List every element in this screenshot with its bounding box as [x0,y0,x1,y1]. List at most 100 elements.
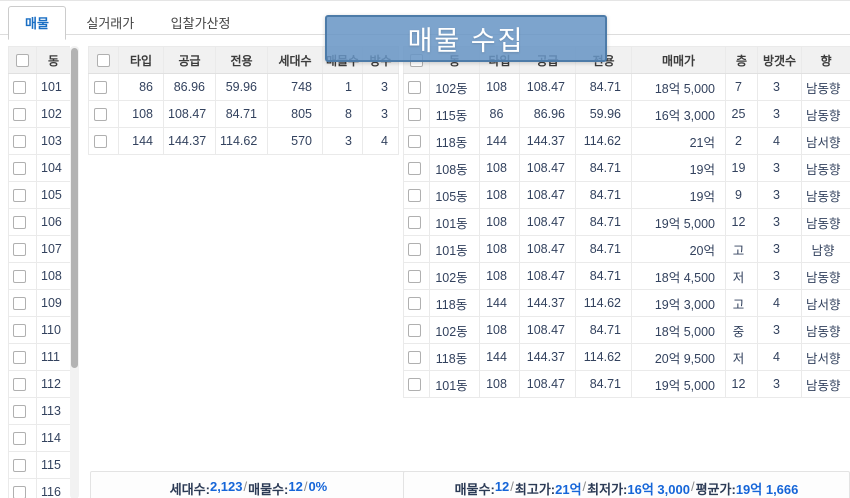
row-checkbox[interactable] [13,81,26,95]
row-checkbox-cell [8,181,37,209]
row-checkbox-cell [8,343,37,371]
table-row: 102동 108 108.47 84.71 18억 4,500 저 3 남동향 [403,262,850,290]
row-checkbox-cell [403,289,430,317]
cell-supply: 144.37 [163,127,216,155]
table-row: 116 [8,478,70,498]
cell-price: 18억 5,000 [631,73,726,101]
row-checkbox-cell [403,73,430,101]
cell-dong: 111 [36,343,70,371]
col-header-floor: 층 [725,46,758,74]
table-row: 108 108.47 84.71 805 8 3 [88,100,399,128]
table-row: 103 [8,127,70,155]
row-checkbox[interactable] [408,351,421,365]
row-checkbox[interactable] [13,405,26,419]
row-checkbox[interactable] [408,189,421,203]
row-checkbox-cell [8,370,37,398]
cell-price: 21억 [631,127,726,155]
cell-supply: 144.37 [519,343,576,371]
row-checkbox[interactable] [13,297,26,311]
row-checkbox-cell [403,316,430,344]
row-checkbox[interactable] [408,216,421,230]
cell-floor: 12 [725,208,758,236]
row-checkbox[interactable] [408,243,421,257]
row-checkbox[interactable] [408,135,421,149]
row-checkbox[interactable] [408,162,421,176]
tab-bid-price-calc[interactable]: 입찰가산정 [170,16,231,31]
row-checkbox[interactable] [94,108,107,122]
listings-table-body: 102동 108 108.47 84.71 18억 5,000 7 3 남동향 115동 86 86… [403,73,850,398]
row-checkbox-cell [8,451,37,479]
cell-dong: 106 [36,208,70,236]
select-all-checkbox[interactable] [16,54,29,68]
cell-floor: 고 [725,289,758,317]
row-checkbox-cell [8,262,37,290]
table-row: 101동 108 108.47 84.71 19억 5,000 12 3 남동향 [403,370,850,398]
col-header-direction: 향 [801,46,850,74]
row-checkbox[interactable] [408,324,421,338]
row-checkbox[interactable] [13,270,26,284]
cell-supply: 108.47 [519,235,576,263]
row-checkbox[interactable] [13,351,26,365]
cell-dong: 112 [36,370,70,398]
cell-rooms: 3 [757,370,802,398]
cell-supply: 108.47 [519,208,576,236]
summary-label: 매물수: [454,482,495,497]
row-checkbox[interactable] [408,81,421,95]
cell-supply: 86.96 [163,73,216,101]
dong-list-panel: 동 101 102 103 104 105 106 107 108 109 110 111 112 11… [8,46,70,498]
row-checkbox[interactable] [408,297,421,311]
cell-rooms: 3 [757,316,802,344]
cell-price: 19억 [631,181,726,209]
row-checkbox-cell [88,73,119,101]
scrollbar-thumb[interactable] [71,48,78,368]
row-checkbox[interactable] [408,270,421,284]
row-checkbox-cell [8,73,37,101]
tab-real-transactions[interactable]: 실거래가 [86,16,135,31]
row-checkbox[interactable] [13,432,26,446]
cell-supply: 86.96 [519,100,576,128]
row-checkbox[interactable] [13,162,26,176]
cell-exclusive: 84.71 [575,208,632,236]
row-checkbox[interactable] [13,135,26,149]
cell-supply: 108.47 [519,181,576,209]
cell-supply: 144.37 [519,289,576,317]
cell-households: 570 [267,127,323,155]
type-summary-bar: 세대수: 2,123/매물수: 12/0% [90,471,407,498]
tab-listings[interactable]: 매물 [8,6,66,40]
cell-price: 19억 5,000 [631,370,726,398]
listings-summary-bar: 매물수: 12/최고가: 21억 / 최저가: 16억 3,000/평균가: 19억 1,6… [403,471,850,498]
cell-rooms: 3 [757,73,802,101]
row-checkbox[interactable] [13,189,26,203]
left-table-scrollbar[interactable] [70,46,79,498]
row-checkbox[interactable] [13,108,26,122]
cell-rooms: 3 [362,73,399,101]
row-checkbox-cell [403,370,430,398]
cell-exclusive: 114.62 [215,127,268,155]
row-checkbox-cell [403,154,430,182]
select-all-checkbox[interactable] [97,54,110,68]
cell-rooms: 3 [757,154,802,182]
table-row: 111 [8,343,70,371]
cell-direction: 남동향 [801,154,850,182]
row-checkbox[interactable] [13,324,26,338]
cell-type: 108 [479,208,520,236]
row-checkbox[interactable] [94,135,107,149]
col-header-rooms: 방갯수 [757,46,802,74]
row-checkbox-cell [403,343,430,371]
row-checkbox[interactable] [13,486,26,498]
row-checkbox[interactable] [408,378,421,392]
cell-households: 805 [267,100,323,128]
row-checkbox[interactable] [13,459,26,473]
row-checkbox[interactable] [408,108,421,122]
row-checkbox[interactable] [13,243,26,257]
row-checkbox[interactable] [94,81,107,95]
cell-dong: 101동 [429,235,480,263]
cell-exclusive: 84.71 [575,73,632,101]
row-checkbox[interactable] [13,378,26,392]
cell-type: 108 [479,370,520,398]
cell-type: 86 [479,100,520,128]
summary-sep: / [243,479,248,494]
cell-rooms: 3 [757,235,802,263]
row-checkbox[interactable] [13,216,26,230]
cell-dong: 107 [36,235,70,263]
